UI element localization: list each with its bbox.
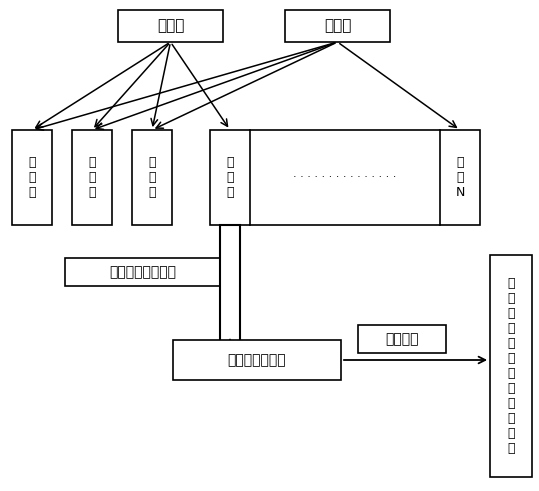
- Text: 基
站
N: 基 站 N: [455, 156, 465, 199]
- Text: 卫星二: 卫星二: [324, 19, 351, 33]
- Bar: [12, 130, 52, 225]
- Text: 卫星一: 卫星一: [157, 19, 184, 33]
- Text: 收集卫星原始数据: 收集卫星原始数据: [109, 265, 176, 279]
- Bar: [490, 255, 532, 477]
- Bar: [210, 130, 250, 225]
- Bar: [358, 325, 446, 353]
- Text: 基
站
三: 基 站 三: [148, 156, 156, 199]
- Polygon shape: [208, 225, 252, 368]
- Text: 数据分析: 数据分析: [385, 332, 419, 346]
- Bar: [132, 130, 172, 225]
- Bar: [440, 130, 480, 225]
- Text: 基
站
二: 基 站 二: [88, 156, 96, 199]
- Text: 精
密
计
算
出
卫
星
的
轨
道
参
数: 精 密 计 算 出 卫 星 的 轨 道 参 数: [507, 277, 515, 455]
- Text: 基
站
一: 基 站 一: [28, 156, 36, 199]
- Bar: [118, 10, 223, 42]
- Text: · · · · · · · · · · · · · · ·: · · · · · · · · · · · · · · ·: [293, 172, 397, 183]
- Bar: [72, 130, 112, 225]
- Text: 卫星数据服务器: 卫星数据服务器: [227, 353, 286, 367]
- Bar: [173, 340, 341, 380]
- Bar: [285, 10, 390, 42]
- Text: 基
站
四: 基 站 四: [226, 156, 234, 199]
- Bar: [65, 258, 220, 286]
